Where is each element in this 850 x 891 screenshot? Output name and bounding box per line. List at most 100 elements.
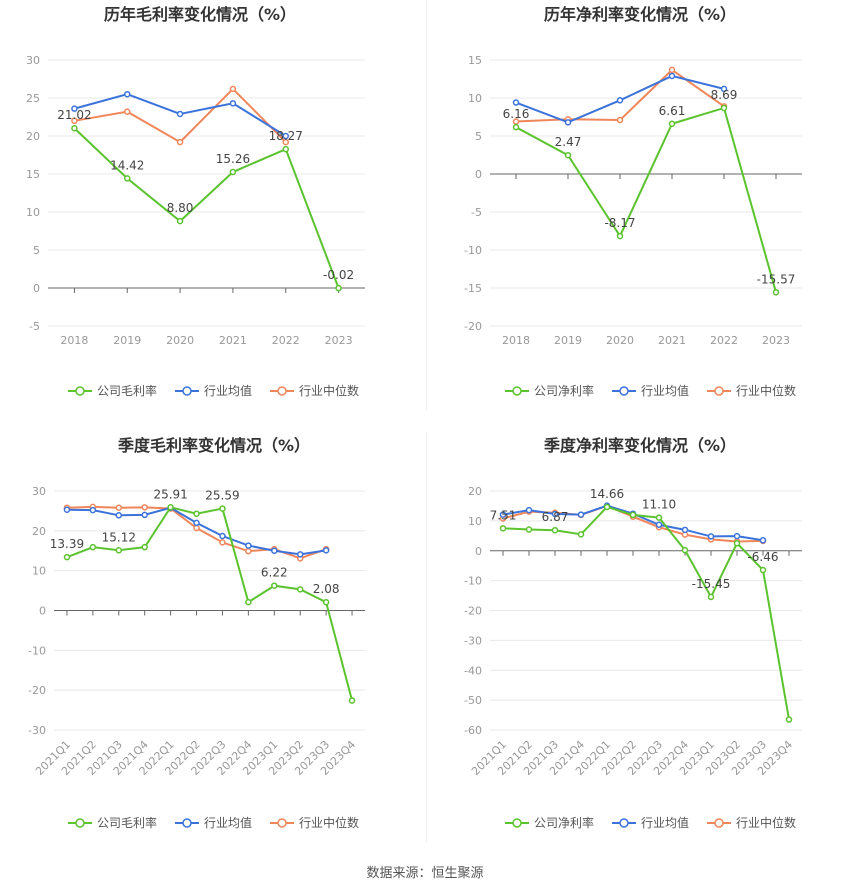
- data-label: 2.08: [313, 582, 340, 596]
- data-label: -0.02: [323, 268, 354, 282]
- legend-swatch-marker: [75, 386, 85, 396]
- y-tick-label: 10: [468, 515, 482, 528]
- legend-swatch-marker: [277, 818, 287, 828]
- data-label: 25.59: [205, 489, 239, 503]
- data-label: -15.57: [757, 272, 796, 286]
- data-point: [733, 532, 741, 540]
- legend-item[interactable]: 公司毛利率: [68, 383, 157, 398]
- data-source-note: 数据来源：恒生聚源: [366, 866, 484, 881]
- legend-label: 公司毛利率: [97, 815, 157, 830]
- y-tick-label: -30: [464, 634, 482, 647]
- y-tick-label: -30: [28, 724, 46, 737]
- data-label: 21.02: [57, 108, 91, 122]
- data-point: [512, 99, 520, 106]
- data-point: [655, 521, 663, 529]
- legend-item[interactable]: 行业中位数: [270, 815, 359, 830]
- data-label: 13.39: [50, 537, 84, 551]
- chart-panel-4: 季度净利率变化情况（%）-60-50-40-30-20-10010202021Q…: [464, 436, 802, 830]
- data-point: [785, 716, 793, 723]
- legend-label: 行业均值: [641, 383, 689, 398]
- data-point: [720, 85, 728, 93]
- y-tick-label: -40: [464, 664, 482, 677]
- data-label: 11.10: [642, 498, 676, 512]
- data-label: 8.69: [711, 88, 738, 102]
- legend-item[interactable]: 行业中位数: [707, 815, 796, 830]
- chart-title: 历年净利率变化情况（%）: [544, 5, 736, 24]
- data-point: [512, 123, 520, 131]
- y-tick-label: 10: [468, 92, 482, 105]
- data-point: [124, 175, 131, 182]
- data-point: [616, 97, 624, 104]
- legend-item[interactable]: 公司毛利率: [68, 815, 157, 830]
- legend-item[interactable]: 公司净利率: [505, 815, 594, 830]
- legend-item[interactable]: 公司净利率: [505, 383, 594, 398]
- legend-item[interactable]: 行业均值: [612, 815, 689, 830]
- legend-label: 行业均值: [204, 383, 252, 398]
- y-tick-label: 10: [32, 565, 46, 578]
- data-point: [525, 506, 533, 514]
- data-point: [772, 289, 780, 296]
- y-tick-label: -60: [464, 724, 482, 737]
- legend-label: 公司净利率: [534, 383, 594, 398]
- x-tick-label: 2019: [554, 334, 582, 347]
- data-point: [616, 232, 624, 240]
- y-tick-label: -50: [464, 694, 482, 707]
- legend-swatch-marker: [512, 818, 522, 828]
- data-point: [564, 151, 572, 159]
- y-tick-label: 20: [26, 130, 40, 143]
- legend-item[interactable]: 行业中位数: [707, 383, 796, 398]
- y-tick-label: 30: [26, 54, 40, 67]
- x-tick-label: 2019: [113, 334, 141, 347]
- data-point: [176, 110, 184, 118]
- data-point: [759, 566, 767, 574]
- y-tick-label: -10: [464, 575, 482, 588]
- y-tick-label: 5: [33, 244, 40, 257]
- chart-title: 历年毛利率变化情况（%）: [104, 5, 296, 24]
- data-label: 15.26: [216, 152, 250, 166]
- legend-label: 公司净利率: [534, 815, 594, 830]
- data-label: -8.17: [604, 216, 635, 230]
- data-point: [124, 108, 131, 115]
- legend-label: 行业中位数: [736, 383, 796, 398]
- data-point: [296, 586, 304, 593]
- data-label: 15.12: [102, 530, 136, 544]
- data-point: [193, 524, 200, 532]
- x-tick-label: 2021: [219, 334, 247, 347]
- data-point: [271, 582, 278, 589]
- legend-swatch-marker: [182, 386, 192, 396]
- data-point: [193, 510, 200, 517]
- legend-item[interactable]: 行业均值: [175, 815, 252, 830]
- y-tick-label: -10: [464, 244, 482, 257]
- data-point: [629, 511, 637, 519]
- legend-swatch-marker: [75, 818, 85, 828]
- data-point: [63, 553, 71, 561]
- chart-panel-3: 季度毛利率变化情况（%）-30-20-1001020302021Q12021Q2…: [28, 436, 365, 830]
- series-line: [502, 505, 790, 720]
- data-point: [759, 537, 767, 544]
- y-tick-label: 0: [33, 282, 40, 295]
- data-label: 6.61: [659, 104, 686, 118]
- y-tick-label: -10: [28, 644, 46, 657]
- data-label: 6.87: [542, 510, 569, 524]
- data-point: [577, 531, 585, 538]
- legend-item[interactable]: 行业均值: [612, 383, 689, 398]
- data-point: [124, 90, 131, 98]
- data-point: [167, 504, 174, 511]
- data-point: [219, 505, 226, 512]
- y-tick-label: 5: [475, 130, 482, 143]
- data-point: [499, 511, 507, 518]
- y-tick-label: -15: [464, 282, 482, 295]
- data-point: [681, 546, 689, 554]
- legend-item[interactable]: 行业均值: [175, 383, 252, 398]
- legend-label: 行业均值: [641, 815, 689, 830]
- data-point: [282, 132, 289, 140]
- data-point: [115, 504, 123, 511]
- legend-item[interactable]: 行业中位数: [270, 383, 359, 398]
- y-tick-label: -5: [29, 320, 40, 333]
- y-tick-label: 10: [26, 206, 40, 219]
- data-point: [551, 526, 559, 534]
- y-tick-label: 0: [475, 168, 482, 181]
- x-tick-label: 2018: [60, 334, 88, 347]
- data-point: [89, 506, 97, 514]
